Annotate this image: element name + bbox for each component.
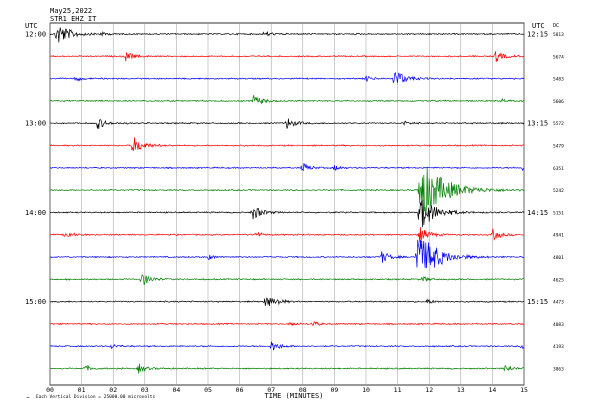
trace-line (49, 95, 525, 105)
trace-line (49, 363, 525, 374)
scale-mark: − (26, 394, 30, 401)
dc-value-label: 4473 (553, 300, 564, 306)
right-hour-label: 15:15 (527, 298, 548, 306)
station-label: STR1 EHZ IT (50, 15, 97, 23)
dc-value-label: 5606 (553, 99, 564, 105)
x-tick-label: 06 (236, 386, 244, 394)
trace-line (49, 274, 525, 285)
x-tick-label: 14 (488, 386, 496, 394)
dc-value-label: 4941 (553, 233, 564, 239)
trace-line (49, 166, 525, 214)
left-hour-label: 14:00 (25, 209, 46, 217)
x-tick-label: 02 (109, 386, 117, 394)
dc-value-label: 4625 (553, 277, 564, 283)
vertical-grid (49, 23, 525, 385)
right-utc-label: UTC (532, 22, 545, 30)
x-axis-ticks: 00 01 02 03 04 05 06 07 08 09 10 11 12 13 14 15 (46, 386, 528, 394)
dc-value-label: 5813 (553, 32, 564, 38)
right-dc-label: DC (553, 23, 559, 29)
dc-value-label: 4801 (553, 255, 564, 261)
dc-value-label: 3863 (553, 367, 564, 373)
dc-value-label: 4193 (553, 344, 564, 350)
dc-value-label: 5242 (553, 188, 564, 194)
dc-value-label: 5151 (553, 210, 564, 216)
x-tick-label: 15 (520, 386, 528, 394)
x-axis-title: TIME (MINUTES) (264, 392, 323, 400)
trace-line (49, 199, 525, 228)
trace-line (49, 297, 525, 307)
left-hour-label: 15:00 (25, 298, 46, 306)
x-tick-label: 04 (172, 386, 180, 394)
dc-value-label: 5483 (553, 77, 564, 83)
right-hour-label: 14:15 (527, 209, 548, 217)
left-utc-label: UTC (25, 22, 38, 30)
right-hour-label: 13:15 (527, 120, 548, 128)
dc-value-label: 5479 (553, 144, 564, 150)
trace-line (49, 137, 525, 151)
left-hour-label: 12:00 (25, 31, 46, 39)
x-tick-label: 05 (204, 386, 212, 394)
trace-line (49, 321, 525, 326)
x-tick-label: 10 (362, 386, 370, 394)
dc-value-label: 5572 (553, 121, 564, 127)
right-hour-label: 12:15 (527, 31, 548, 39)
trace-line (49, 27, 525, 43)
x-tick-label: 13 (457, 386, 465, 394)
trace-line (49, 239, 525, 269)
trace-line (49, 341, 525, 351)
trace-line (49, 163, 525, 172)
x-tick-label: 01 (78, 386, 86, 394)
x-tick-label: 03 (141, 386, 149, 394)
trace-line (49, 71, 525, 84)
dc-value-label: 4083 (553, 322, 564, 328)
x-tick-label: 00 (46, 386, 54, 394)
x-tick-label: 07 (267, 386, 275, 394)
hour-labels: 12:00 13:00 14:00 15:00 12:15 13:15 14:15 15:15 (25, 31, 548, 307)
x-tick-label: 09 (330, 386, 338, 394)
trace-line (49, 118, 525, 129)
scale-note: Each Vertical Division = 25000.00 microv… (36, 394, 155, 400)
x-tick-label: 08 (299, 386, 307, 394)
dc-value-label: 6351 (553, 166, 564, 172)
trace-line (49, 51, 525, 62)
dc-value-label: 5674 (553, 54, 564, 60)
trace-line (49, 227, 525, 243)
date-label: May25,2022 (50, 7, 92, 15)
plot-frame (49, 22, 525, 386)
x-tick-label: 11 (394, 386, 402, 394)
trace-rows (49, 27, 525, 374)
dc-values-column: 5813 5674 5483 5606 5572 5479 6351 5242 5151 4941… (553, 32, 564, 373)
x-tick-label: 12 (425, 386, 433, 394)
left-hour-label: 13:00 (25, 120, 46, 128)
